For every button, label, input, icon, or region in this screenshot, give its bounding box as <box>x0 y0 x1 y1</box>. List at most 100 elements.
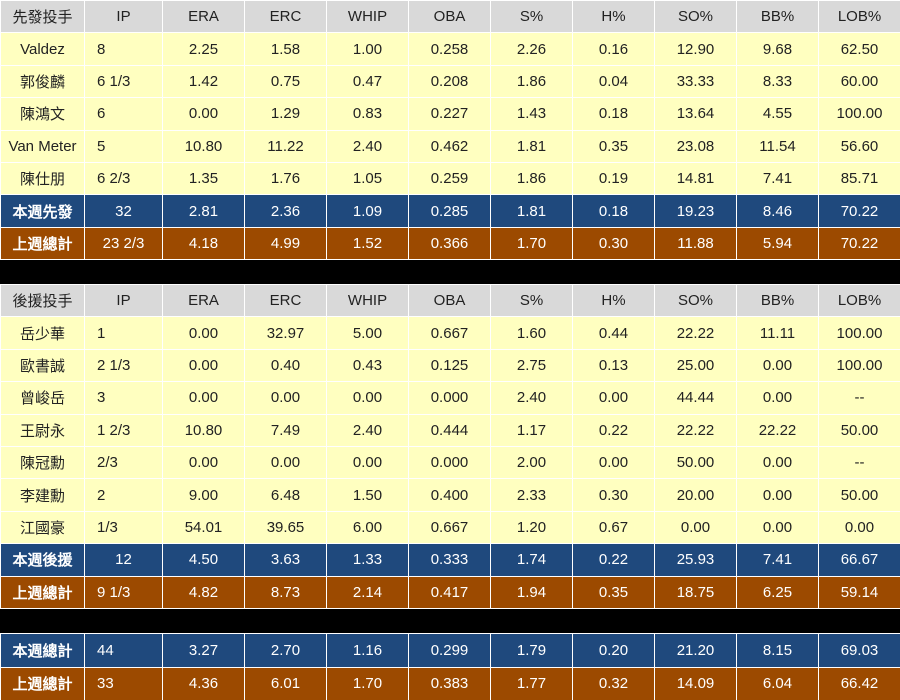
column-header-lob-pct: LOB% <box>818 0 900 34</box>
cell-so-pct: 23.08 <box>654 129 737 163</box>
cell-erc: 1.29 <box>244 97 327 131</box>
cell-erc: 1.76 <box>244 161 327 196</box>
cell-oba: 0.125 <box>408 348 491 383</box>
cell-so-pct: 19.23 <box>654 194 737 228</box>
cell-so-pct: 20.00 <box>654 478 737 512</box>
cell-s-pct: 1.70 <box>490 226 573 261</box>
cell-whip: 1.16 <box>326 633 409 668</box>
cell-so-pct: 33.33 <box>654 64 737 99</box>
table-row: Valdez 8 2.25 1.58 1.00 0.258 2.26 0.16 12.90 9.6… <box>0 32 900 66</box>
cell-so-pct: 11.88 <box>654 226 737 261</box>
table-row: 陳鴻文 6 0.00 1.29 0.83 0.227 1.43 0.18 13.64 4.55 10… <box>0 97 900 131</box>
cell-bb-pct: 6.04 <box>736 666 819 700</box>
cell-so-pct: 21.20 <box>654 633 737 668</box>
pitcher-name: 上週總計 <box>0 666 85 700</box>
cell-era: 4.82 <box>162 575 245 609</box>
cell-whip: 2.14 <box>326 575 409 609</box>
cell-oba: 0.285 <box>408 194 491 228</box>
cell-ip: 6 2/3 <box>84 161 163 196</box>
cell-h-pct: 0.30 <box>572 478 655 512</box>
pitcher-name: 上週總計 <box>0 575 85 609</box>
cell-h-pct: 0.32 <box>572 666 655 700</box>
pitcher-name: Valdez <box>0 32 85 66</box>
cell-erc: 1.58 <box>244 32 327 66</box>
cell-erc: 2.36 <box>244 194 327 228</box>
cell-ip: 44 <box>84 633 163 668</box>
cell-erc: 0.00 <box>244 445 327 480</box>
cell-so-pct: 44.44 <box>654 381 737 415</box>
cell-lob-pct: -- <box>818 381 900 415</box>
pitcher-name: 本週先發 <box>0 194 85 228</box>
cell-era: 10.80 <box>162 413 245 447</box>
cell-bb-pct: 0.00 <box>736 381 819 415</box>
cell-era: 0.00 <box>162 445 245 480</box>
cell-erc: 0.00 <box>244 381 327 415</box>
cell-ip: 23 2/3 <box>84 226 163 261</box>
cell-ip: 1 2/3 <box>84 413 163 447</box>
cell-whip: 1.00 <box>326 32 409 66</box>
cell-whip: 1.70 <box>326 666 409 700</box>
cell-ip: 1 <box>84 316 163 350</box>
column-header-ip: IP <box>84 283 163 318</box>
cell-so-pct: 25.00 <box>654 348 737 383</box>
cell-bb-pct: 0.00 <box>736 510 819 545</box>
cell-erc: 0.75 <box>244 64 327 99</box>
relievers-body: 後援投手 IP ERA ERC WHIP OBA S% H% SO% BB% LOB% 岳少華 1 0.0… <box>0 283 900 609</box>
cell-era: 4.18 <box>162 226 245 261</box>
cell-lob-pct: 85.71 <box>818 161 900 196</box>
cell-bb-pct: 5.94 <box>736 226 819 261</box>
cell-oba: 0.000 <box>408 381 491 415</box>
cell-oba: 0.667 <box>408 316 491 350</box>
cell-erc: 39.65 <box>244 510 327 545</box>
cell-s-pct: 1.86 <box>490 64 573 99</box>
cell-era: 2.81 <box>162 194 245 228</box>
cell-s-pct: 2.75 <box>490 348 573 383</box>
totals-body: 本週總計 44 3.27 2.70 1.16 0.299 1.79 0.20 21.20 8.15… <box>0 633 900 700</box>
cell-oba: 0.462 <box>408 129 491 163</box>
pitcher-name: 本週後援 <box>0 543 85 577</box>
cell-era: 3.27 <box>162 633 245 668</box>
cell-whip: 0.00 <box>326 445 409 480</box>
cell-erc: 4.99 <box>244 226 327 261</box>
cell-h-pct: 0.30 <box>572 226 655 261</box>
cell-lob-pct: 50.00 <box>818 413 900 447</box>
cell-whip: 2.40 <box>326 129 409 163</box>
cell-so-pct: 25.93 <box>654 543 737 577</box>
cell-so-pct: 22.22 <box>654 413 737 447</box>
cell-whip: 1.52 <box>326 226 409 261</box>
cell-h-pct: 0.44 <box>572 316 655 350</box>
column-header-bb-pct: BB% <box>736 0 819 34</box>
grand-last-week-row: 上週總計 33 4.36 6.01 1.70 0.383 1.77 0.32 14.09 6.04… <box>0 666 900 700</box>
column-header-name: 後援投手 <box>0 283 85 318</box>
totals-table: 本週總計 44 3.27 2.70 1.16 0.299 1.79 0.20 21.20 8.15… <box>0 633 900 700</box>
cell-whip: 1.50 <box>326 478 409 512</box>
cell-h-pct: 0.35 <box>572 129 655 163</box>
cell-h-pct: 0.19 <box>572 161 655 196</box>
table-row: 陳冠勳 2/3 0.00 0.00 0.00 0.000 2.00 0.00 50.00 0.00… <box>0 445 900 480</box>
column-header-whip: WHIP <box>326 283 409 318</box>
cell-ip: 2 1/3 <box>84 348 163 383</box>
column-header-name: 先發投手 <box>0 0 85 34</box>
cell-whip: 1.09 <box>326 194 409 228</box>
column-header-era: ERA <box>162 283 245 318</box>
cell-erc: 32.97 <box>244 316 327 350</box>
cell-bb-pct: 11.11 <box>736 316 819 350</box>
cell-era: 0.00 <box>162 381 245 415</box>
column-header-s-pct: S% <box>490 283 573 318</box>
cell-so-pct: 22.22 <box>654 316 737 350</box>
cell-ip: 32 <box>84 194 163 228</box>
cell-ip: 5 <box>84 129 163 163</box>
cell-oba: 0.259 <box>408 161 491 196</box>
cell-whip: 2.40 <box>326 413 409 447</box>
cell-h-pct: 0.18 <box>572 194 655 228</box>
column-header-h-pct: H% <box>572 283 655 318</box>
cell-oba: 0.366 <box>408 226 491 261</box>
cell-era: 2.25 <box>162 32 245 66</box>
header-row: 先發投手 IP ERA ERC WHIP OBA S% H% SO% BB% LOB% <box>0 0 900 34</box>
cell-h-pct: 0.35 <box>572 575 655 609</box>
cell-oba: 0.400 <box>408 478 491 512</box>
cell-era: 4.36 <box>162 666 245 700</box>
cell-so-pct: 13.64 <box>654 97 737 131</box>
pitcher-name: 陳冠勳 <box>0 445 85 480</box>
pitcher-name: 陳鴻文 <box>0 97 85 131</box>
